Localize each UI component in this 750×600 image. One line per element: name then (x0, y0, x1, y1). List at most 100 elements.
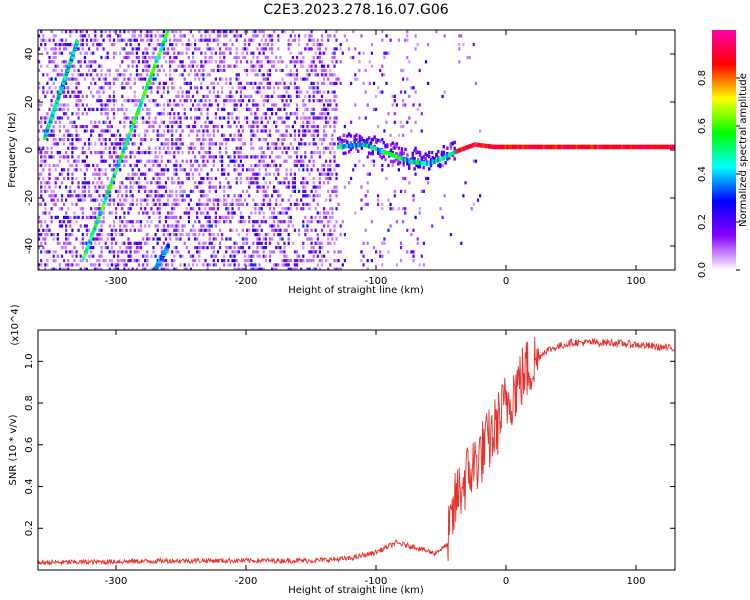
heatmap-cell (214, 176, 217, 181)
heatmap-cell (216, 64, 220, 68)
heatmap-cell (44, 159, 47, 163)
heatmap-cell (129, 246, 132, 250)
heatmap-cell (293, 176, 296, 181)
heatmap-cell (60, 51, 64, 55)
heatmap-cell (404, 147, 407, 152)
heatmap-cell (196, 211, 199, 215)
heatmap-cell (154, 233, 157, 237)
heatmap-cell (60, 220, 64, 224)
heatmap-cell (179, 99, 182, 103)
heatmap-cell (164, 259, 168, 263)
heatmap-cell (119, 51, 122, 55)
heatmap-cell (451, 141, 455, 146)
heatmap-cell (304, 142, 307, 146)
y-tick-label: 0.4 (24, 479, 35, 495)
heatmap-cell (191, 151, 195, 155)
heatmap-cell (75, 125, 78, 129)
heatmap-cell (316, 254, 319, 258)
heatmap-cell (418, 207, 421, 211)
heatmap-cell (312, 163, 315, 168)
heatmap-cell (92, 211, 95, 215)
heatmap-cell (162, 267, 165, 270)
heatmap-cell (135, 267, 138, 270)
heatmap-cell (271, 211, 274, 215)
heatmap-cell (60, 73, 64, 77)
heatmap-cell (248, 194, 251, 198)
heatmap-cell (142, 185, 145, 189)
heatmap-cell (513, 144, 516, 150)
heatmap-cell (237, 202, 240, 206)
heatmap-cell (63, 133, 66, 137)
heatmap-cell (200, 181, 203, 185)
heatmap-cell (108, 233, 111, 237)
heatmap-cell (256, 47, 259, 51)
heatmap-cell (318, 211, 321, 215)
heatmap-cell (383, 55, 386, 60)
heatmap-cell (169, 112, 172, 116)
heatmap-cell (204, 94, 207, 98)
heatmap-cell (123, 185, 126, 189)
heatmap-cell (214, 189, 217, 193)
heatmap-cell (283, 211, 286, 215)
heatmap-cell (289, 51, 292, 55)
heatmap-cell (308, 172, 311, 176)
heatmap-cell (117, 189, 120, 193)
heatmap-cell (130, 124, 135, 129)
heatmap-cell (63, 90, 66, 94)
heatmap-cell (331, 233, 334, 237)
heatmap-cell (325, 172, 328, 176)
colorbar-tick-label: 0.0 (697, 262, 708, 278)
heatmap-cell (312, 81, 315, 85)
x-tick-label: -100 (365, 276, 388, 287)
heatmap-cell (167, 146, 170, 150)
heatmap-cell (358, 138, 362, 143)
heatmap-cell (331, 207, 334, 211)
heatmap-cell (63, 107, 66, 111)
heatmap-cell (283, 146, 286, 150)
heatmap-cell (250, 129, 253, 133)
heatmap-cell (123, 202, 126, 206)
heatmap-cell (58, 38, 61, 42)
heatmap-cell (121, 38, 124, 42)
heatmap-cell (306, 163, 309, 168)
heatmap-cell (177, 181, 180, 185)
heatmap-cell (65, 94, 68, 98)
heatmap-cell (231, 254, 234, 258)
heatmap-cell (165, 31, 169, 36)
heatmap-cell (92, 51, 95, 55)
heatmap-cell (65, 103, 68, 107)
heatmap-cell (90, 194, 93, 198)
heatmap-cell (102, 215, 105, 219)
heatmap-cell (235, 176, 238, 181)
heatmap-cell (327, 172, 330, 176)
heatmap-cell (277, 116, 280, 120)
heatmap-cell (268, 202, 272, 206)
heatmap-cell (659, 144, 662, 150)
heatmap-cell (366, 189, 369, 193)
heatmap-cell (264, 163, 267, 168)
heatmap-cell (262, 215, 265, 219)
heatmap-cell (575, 144, 578, 150)
heatmap-cell (156, 73, 159, 77)
heatmap-cell (69, 43, 72, 47)
heatmap-cell (333, 185, 336, 189)
heatmap-cell (291, 241, 294, 245)
heatmap-cell (44, 38, 47, 42)
heatmap-cell (256, 233, 259, 237)
heatmap-cell (314, 250, 317, 254)
heatmap-cell (123, 73, 126, 77)
heatmap-cell (402, 125, 405, 129)
heatmap-cell (106, 81, 109, 85)
heatmap-cell (237, 133, 240, 137)
heatmap-cell (139, 202, 143, 206)
heatmap-cell (87, 60, 91, 64)
heatmap-cell (254, 250, 257, 254)
heatmap-cell (223, 64, 226, 68)
heatmap-cell (316, 99, 319, 103)
heatmap-cell (148, 125, 151, 129)
heatmap-cell (110, 263, 113, 267)
heatmap-cell (173, 55, 176, 60)
heatmap-cell (90, 250, 93, 254)
heatmap-cell (108, 211, 111, 215)
heatmap-cell (191, 142, 195, 146)
